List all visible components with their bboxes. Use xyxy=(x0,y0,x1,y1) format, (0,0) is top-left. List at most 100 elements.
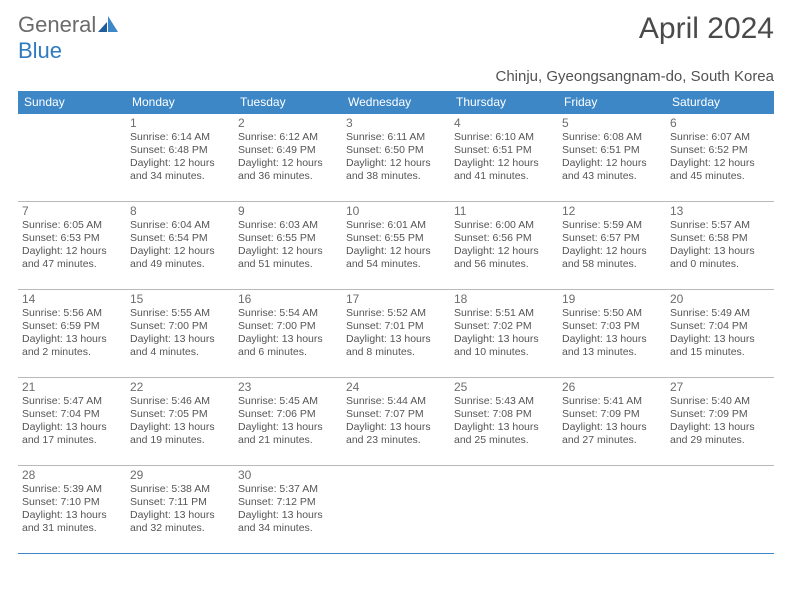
sunrise-line: Sunrise: 6:07 AM xyxy=(670,131,770,144)
sunset-line: Sunset: 7:05 PM xyxy=(130,408,230,421)
daylight-line: Daylight: 12 hours and 36 minutes. xyxy=(238,157,338,183)
day-number: 25 xyxy=(454,380,554,394)
calendar-header: SundayMondayTuesdayWednesdayThursdayFrid… xyxy=(18,91,774,114)
logo-sail-icon xyxy=(98,12,120,38)
daylight-line: Daylight: 12 hours and 47 minutes. xyxy=(22,245,122,271)
sunset-line: Sunset: 6:58 PM xyxy=(670,232,770,245)
sunset-line: Sunset: 7:00 PM xyxy=(130,320,230,333)
daylight-line: Daylight: 12 hours and 54 minutes. xyxy=(346,245,446,271)
sunset-line: Sunset: 6:48 PM xyxy=(130,144,230,157)
calendar-empty-cell xyxy=(558,466,666,554)
sunrise-line: Sunrise: 5:57 AM xyxy=(670,219,770,232)
daylight-line: Daylight: 12 hours and 51 minutes. xyxy=(238,245,338,271)
daylight-line: Daylight: 13 hours and 21 minutes. xyxy=(238,421,338,447)
day-info: Sunrise: 6:03 AMSunset: 6:55 PMDaylight:… xyxy=(238,219,338,272)
day-number: 9 xyxy=(238,204,338,218)
day-number: 12 xyxy=(562,204,662,218)
sunset-line: Sunset: 6:56 PM xyxy=(454,232,554,245)
sunrise-line: Sunrise: 5:49 AM xyxy=(670,307,770,320)
day-number: 2 xyxy=(238,116,338,130)
day-info: Sunrise: 5:52 AMSunset: 7:01 PMDaylight:… xyxy=(346,307,446,360)
calendar-body: 1Sunrise: 6:14 AMSunset: 6:48 PMDaylight… xyxy=(18,114,774,554)
sunrise-line: Sunrise: 6:11 AM xyxy=(346,131,446,144)
calendar-empty-cell xyxy=(666,466,774,554)
calendar-day-cell: 1Sunrise: 6:14 AMSunset: 6:48 PMDaylight… xyxy=(126,114,234,202)
sunrise-line: Sunrise: 6:10 AM xyxy=(454,131,554,144)
daylight-line: Daylight: 12 hours and 38 minutes. xyxy=(346,157,446,183)
day-number: 11 xyxy=(454,204,554,218)
calendar-day-cell: 27Sunrise: 5:40 AMSunset: 7:09 PMDayligh… xyxy=(666,378,774,466)
day-number: 15 xyxy=(130,292,230,306)
calendar-day-cell: 17Sunrise: 5:52 AMSunset: 7:01 PMDayligh… xyxy=(342,290,450,378)
sunset-line: Sunset: 7:10 PM xyxy=(22,496,122,509)
calendar-day-cell: 4Sunrise: 6:10 AMSunset: 6:51 PMDaylight… xyxy=(450,114,558,202)
sunrise-line: Sunrise: 6:04 AM xyxy=(130,219,230,232)
sunset-line: Sunset: 6:54 PM xyxy=(130,232,230,245)
daylight-line: Daylight: 13 hours and 29 minutes. xyxy=(670,421,770,447)
day-info: Sunrise: 5:41 AMSunset: 7:09 PMDaylight:… xyxy=(562,395,662,448)
day-number: 18 xyxy=(454,292,554,306)
day-info: Sunrise: 6:00 AMSunset: 6:56 PMDaylight:… xyxy=(454,219,554,272)
daylight-line: Daylight: 13 hours and 8 minutes. xyxy=(346,333,446,359)
day-info: Sunrise: 6:08 AMSunset: 6:51 PMDaylight:… xyxy=(562,131,662,184)
sunset-line: Sunset: 7:08 PM xyxy=(454,408,554,421)
day-info: Sunrise: 6:07 AMSunset: 6:52 PMDaylight:… xyxy=(670,131,770,184)
daylight-line: Daylight: 13 hours and 31 minutes. xyxy=(22,509,122,535)
day-number: 29 xyxy=(130,468,230,482)
calendar-day-cell: 16Sunrise: 5:54 AMSunset: 7:00 PMDayligh… xyxy=(234,290,342,378)
sunset-line: Sunset: 7:02 PM xyxy=(454,320,554,333)
title-block: April 2024 xyxy=(639,12,774,46)
calendar-table: SundayMondayTuesdayWednesdayThursdayFrid… xyxy=(18,91,774,554)
calendar-day-cell: 22Sunrise: 5:46 AMSunset: 7:05 PMDayligh… xyxy=(126,378,234,466)
sunrise-line: Sunrise: 6:14 AM xyxy=(130,131,230,144)
calendar-day-cell: 9Sunrise: 6:03 AMSunset: 6:55 PMDaylight… xyxy=(234,202,342,290)
sunset-line: Sunset: 6:52 PM xyxy=(670,144,770,157)
day-number: 19 xyxy=(562,292,662,306)
sunset-line: Sunset: 7:09 PM xyxy=(562,408,662,421)
sunset-line: Sunset: 7:04 PM xyxy=(670,320,770,333)
calendar-day-cell: 3Sunrise: 6:11 AMSunset: 6:50 PMDaylight… xyxy=(342,114,450,202)
day-info: Sunrise: 5:47 AMSunset: 7:04 PMDaylight:… xyxy=(22,395,122,448)
sunset-line: Sunset: 6:49 PM xyxy=(238,144,338,157)
day-number: 7 xyxy=(22,204,122,218)
daylight-line: Daylight: 13 hours and 27 minutes. xyxy=(562,421,662,447)
day-info: Sunrise: 5:46 AMSunset: 7:05 PMDaylight:… xyxy=(130,395,230,448)
day-number: 4 xyxy=(454,116,554,130)
daylight-line: Daylight: 12 hours and 41 minutes. xyxy=(454,157,554,183)
calendar-empty-cell xyxy=(342,466,450,554)
sunrise-line: Sunrise: 5:45 AM xyxy=(238,395,338,408)
day-info: Sunrise: 5:59 AMSunset: 6:57 PMDaylight:… xyxy=(562,219,662,272)
day-number: 27 xyxy=(670,380,770,394)
daylight-line: Daylight: 12 hours and 56 minutes. xyxy=(454,245,554,271)
weekday-header: Sunday xyxy=(18,91,126,114)
day-info: Sunrise: 6:01 AMSunset: 6:55 PMDaylight:… xyxy=(346,219,446,272)
calendar-empty-cell xyxy=(450,466,558,554)
daylight-line: Daylight: 13 hours and 15 minutes. xyxy=(670,333,770,359)
daylight-line: Daylight: 13 hours and 23 minutes. xyxy=(346,421,446,447)
day-info: Sunrise: 5:55 AMSunset: 7:00 PMDaylight:… xyxy=(130,307,230,360)
sunrise-line: Sunrise: 6:01 AM xyxy=(346,219,446,232)
calendar-day-cell: 19Sunrise: 5:50 AMSunset: 7:03 PMDayligh… xyxy=(558,290,666,378)
daylight-line: Daylight: 13 hours and 10 minutes. xyxy=(454,333,554,359)
sunset-line: Sunset: 7:07 PM xyxy=(346,408,446,421)
day-info: Sunrise: 6:04 AMSunset: 6:54 PMDaylight:… xyxy=(130,219,230,272)
day-info: Sunrise: 5:50 AMSunset: 7:03 PMDaylight:… xyxy=(562,307,662,360)
calendar-day-cell: 29Sunrise: 5:38 AMSunset: 7:11 PMDayligh… xyxy=(126,466,234,554)
sunrise-line: Sunrise: 5:44 AM xyxy=(346,395,446,408)
sunrise-line: Sunrise: 6:12 AM xyxy=(238,131,338,144)
day-number: 5 xyxy=(562,116,662,130)
day-number: 22 xyxy=(130,380,230,394)
daylight-line: Daylight: 13 hours and 0 minutes. xyxy=(670,245,770,271)
calendar-day-cell: 11Sunrise: 6:00 AMSunset: 6:56 PMDayligh… xyxy=(450,202,558,290)
sunrise-line: Sunrise: 5:59 AM xyxy=(562,219,662,232)
day-number: 21 xyxy=(22,380,122,394)
daylight-line: Daylight: 12 hours and 34 minutes. xyxy=(130,157,230,183)
day-info: Sunrise: 5:44 AMSunset: 7:07 PMDaylight:… xyxy=(346,395,446,448)
day-info: Sunrise: 5:57 AMSunset: 6:58 PMDaylight:… xyxy=(670,219,770,272)
calendar-day-cell: 8Sunrise: 6:04 AMSunset: 6:54 PMDaylight… xyxy=(126,202,234,290)
calendar-day-cell: 18Sunrise: 5:51 AMSunset: 7:02 PMDayligh… xyxy=(450,290,558,378)
calendar-day-cell: 23Sunrise: 5:45 AMSunset: 7:06 PMDayligh… xyxy=(234,378,342,466)
daylight-line: Daylight: 12 hours and 45 minutes. xyxy=(670,157,770,183)
calendar-day-cell: 15Sunrise: 5:55 AMSunset: 7:00 PMDayligh… xyxy=(126,290,234,378)
day-info: Sunrise: 5:54 AMSunset: 7:00 PMDaylight:… xyxy=(238,307,338,360)
